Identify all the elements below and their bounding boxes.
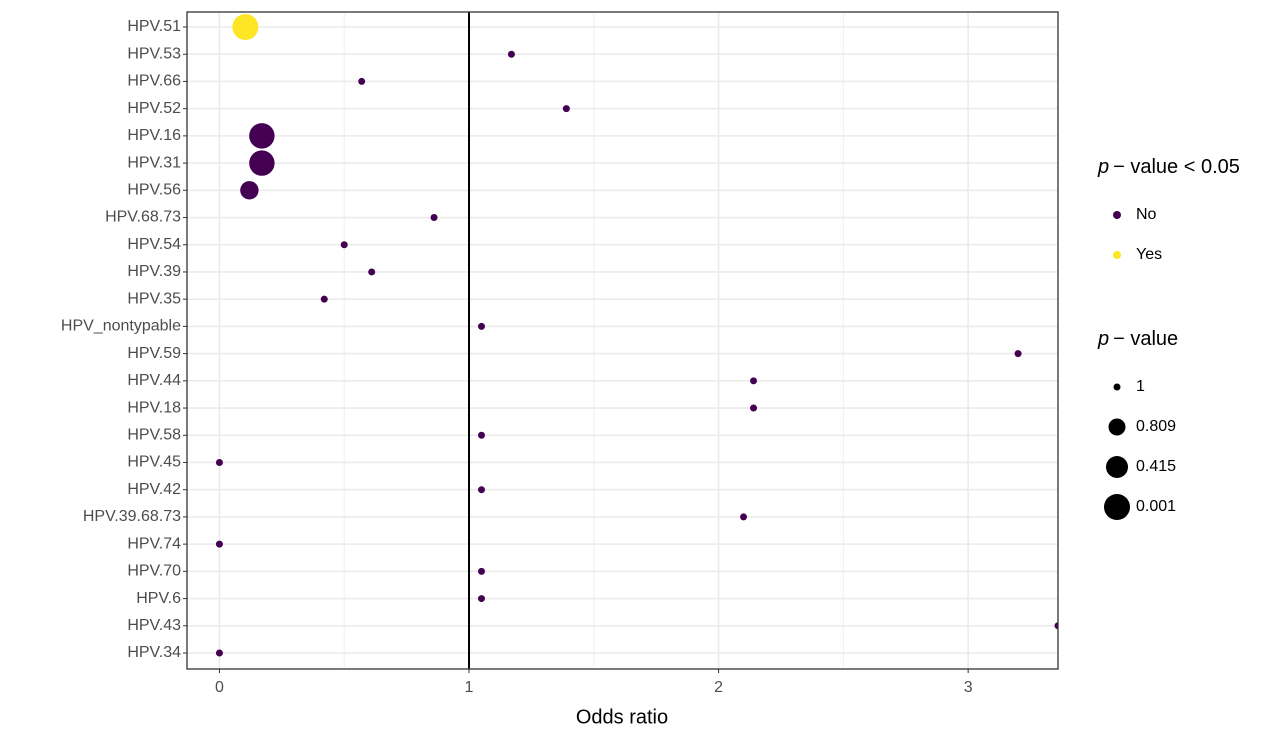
point xyxy=(1014,350,1022,358)
legend-label: 0.809 xyxy=(1136,418,1176,435)
legend-label: 0.001 xyxy=(1136,498,1176,515)
point xyxy=(215,649,223,657)
y-tick-label: HPV.70 xyxy=(127,563,181,580)
point xyxy=(477,486,485,494)
point xyxy=(1054,622,1058,630)
y-tick-label: HPV.44 xyxy=(127,372,181,389)
y-tick-label: HPV.51 xyxy=(127,18,181,35)
legend-label: 0.415 xyxy=(1136,458,1176,475)
x-tick-label: 2 xyxy=(714,679,723,696)
legend-label: 1 xyxy=(1136,378,1145,395)
y-tick-label: HPV.18 xyxy=(127,399,181,416)
y-tick-label: HPV.53 xyxy=(127,45,181,62)
point xyxy=(477,567,485,575)
y-tick-label: HPV.54 xyxy=(127,236,181,253)
y-tick-label: HPV.74 xyxy=(127,535,181,552)
point xyxy=(358,77,366,85)
y-tick-label: HPV.6 xyxy=(136,590,181,607)
y-tick-label: HPV.59 xyxy=(127,345,181,362)
point xyxy=(368,268,376,276)
y-tick-label: HPV.34 xyxy=(127,644,181,661)
legend-size xyxy=(1106,456,1128,478)
point xyxy=(477,595,485,603)
point xyxy=(750,377,758,385)
legend-label: Yes xyxy=(1136,246,1162,263)
point xyxy=(249,150,275,176)
size-legend-title: p − value xyxy=(1097,328,1178,350)
point xyxy=(215,458,223,466)
point xyxy=(430,214,438,222)
point xyxy=(740,513,748,521)
point xyxy=(562,105,570,113)
legend-size xyxy=(1104,494,1130,520)
y-tick-label: HPV_nontypable xyxy=(61,318,181,335)
point xyxy=(750,404,758,412)
x-tick-label: 1 xyxy=(465,679,474,696)
point xyxy=(232,14,259,40)
point xyxy=(240,181,259,200)
y-tick-label: HPV.43 xyxy=(127,617,181,634)
legend-swatch xyxy=(1113,211,1121,219)
points xyxy=(215,14,1058,657)
color-legend-title: p − value < 0.05 xyxy=(1097,156,1240,178)
y-tick-label: HPV.39 xyxy=(127,263,181,280)
legend-title-text: − value < 0.05 xyxy=(1113,156,1240,178)
x-axis-title: Odds ratio xyxy=(576,706,668,728)
x-tick-label: 3 xyxy=(964,679,973,696)
legend-title-symbol: p xyxy=(1097,328,1109,350)
point xyxy=(507,50,515,58)
point xyxy=(477,431,485,439)
legend-title-text: − value xyxy=(1113,328,1178,350)
y-tick-label: HPV.56 xyxy=(127,182,181,199)
point xyxy=(320,295,328,303)
legend-size xyxy=(1108,418,1126,436)
point xyxy=(340,241,348,249)
x-tick-label: 0 xyxy=(215,679,224,696)
legend-label: No xyxy=(1136,206,1157,223)
y-tick-label: HPV.35 xyxy=(127,290,181,307)
y-tick-label: HPV.31 xyxy=(127,154,181,171)
panel-border xyxy=(186,11,1059,670)
y-tick-label: HPV.68.73 xyxy=(105,209,181,226)
y-tick-label: HPV.58 xyxy=(127,426,181,443)
legend-title-symbol: p xyxy=(1097,156,1109,178)
point xyxy=(215,540,223,548)
legend-size xyxy=(1113,383,1121,391)
point xyxy=(477,322,485,330)
legend-swatch xyxy=(1113,251,1121,259)
y-tick-label: HPV.45 xyxy=(127,454,181,471)
y-tick-label: HPV.66 xyxy=(127,73,181,90)
point xyxy=(249,123,275,149)
y-tick-label: HPV.39.68.73 xyxy=(83,508,181,525)
y-tick-label: HPV.52 xyxy=(127,100,181,117)
y-tick-label: HPV.42 xyxy=(127,481,181,498)
y-tick-label: HPV.16 xyxy=(127,127,181,144)
